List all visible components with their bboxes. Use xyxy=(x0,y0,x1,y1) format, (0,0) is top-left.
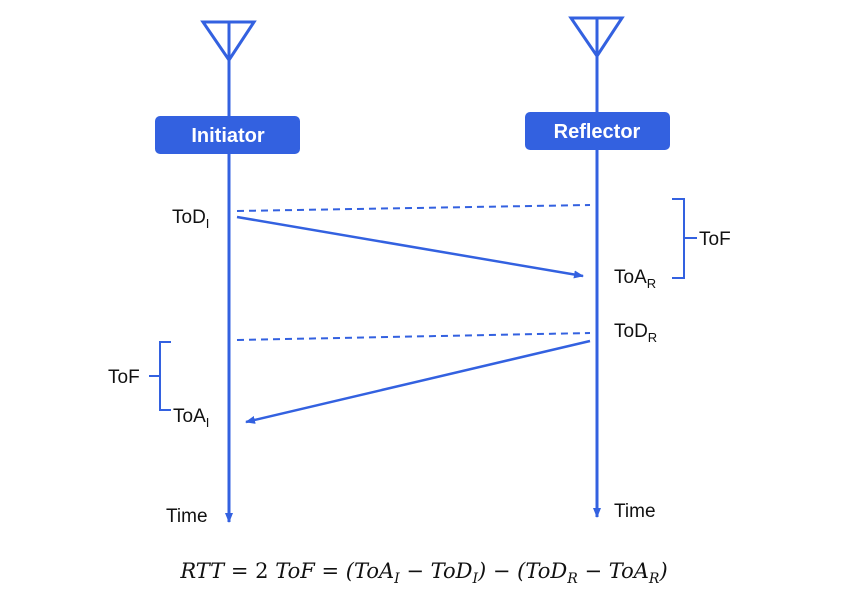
tof-bracket-left xyxy=(149,341,171,411)
time-label-initiator: Time xyxy=(166,506,208,527)
reflector-label: Reflector xyxy=(554,121,641,143)
signal-arrow-reflector-to-initiator xyxy=(245,339,591,424)
initiator-box: Initiator xyxy=(155,116,300,154)
reflector-antenna-icon xyxy=(568,16,625,59)
dashed-reference-line-2 xyxy=(236,332,591,341)
time-label-reflector: Time xyxy=(614,501,656,522)
tof-bracket-right xyxy=(672,198,697,279)
reflector-box: Reflector xyxy=(525,112,670,150)
signal-arrow-initiator-to-reflector xyxy=(236,215,584,279)
toa-i-label: ToAI xyxy=(173,406,209,430)
tof-label-left: ToF xyxy=(108,367,140,388)
toa-r-label: ToAR xyxy=(614,267,656,291)
initiator-antenna-icon xyxy=(200,20,257,63)
tof-label-right: ToF xyxy=(699,229,731,250)
initiator-label: Initiator xyxy=(191,125,265,147)
dashed-reference-line-1 xyxy=(236,204,591,212)
tod-r-label: ToDR xyxy=(614,321,657,345)
rtt-formula: RTT = 2 ToF = (ToAI − ToDI) − (ToDR − To… xyxy=(179,559,667,587)
tod-i-label: ToDI xyxy=(172,207,209,231)
